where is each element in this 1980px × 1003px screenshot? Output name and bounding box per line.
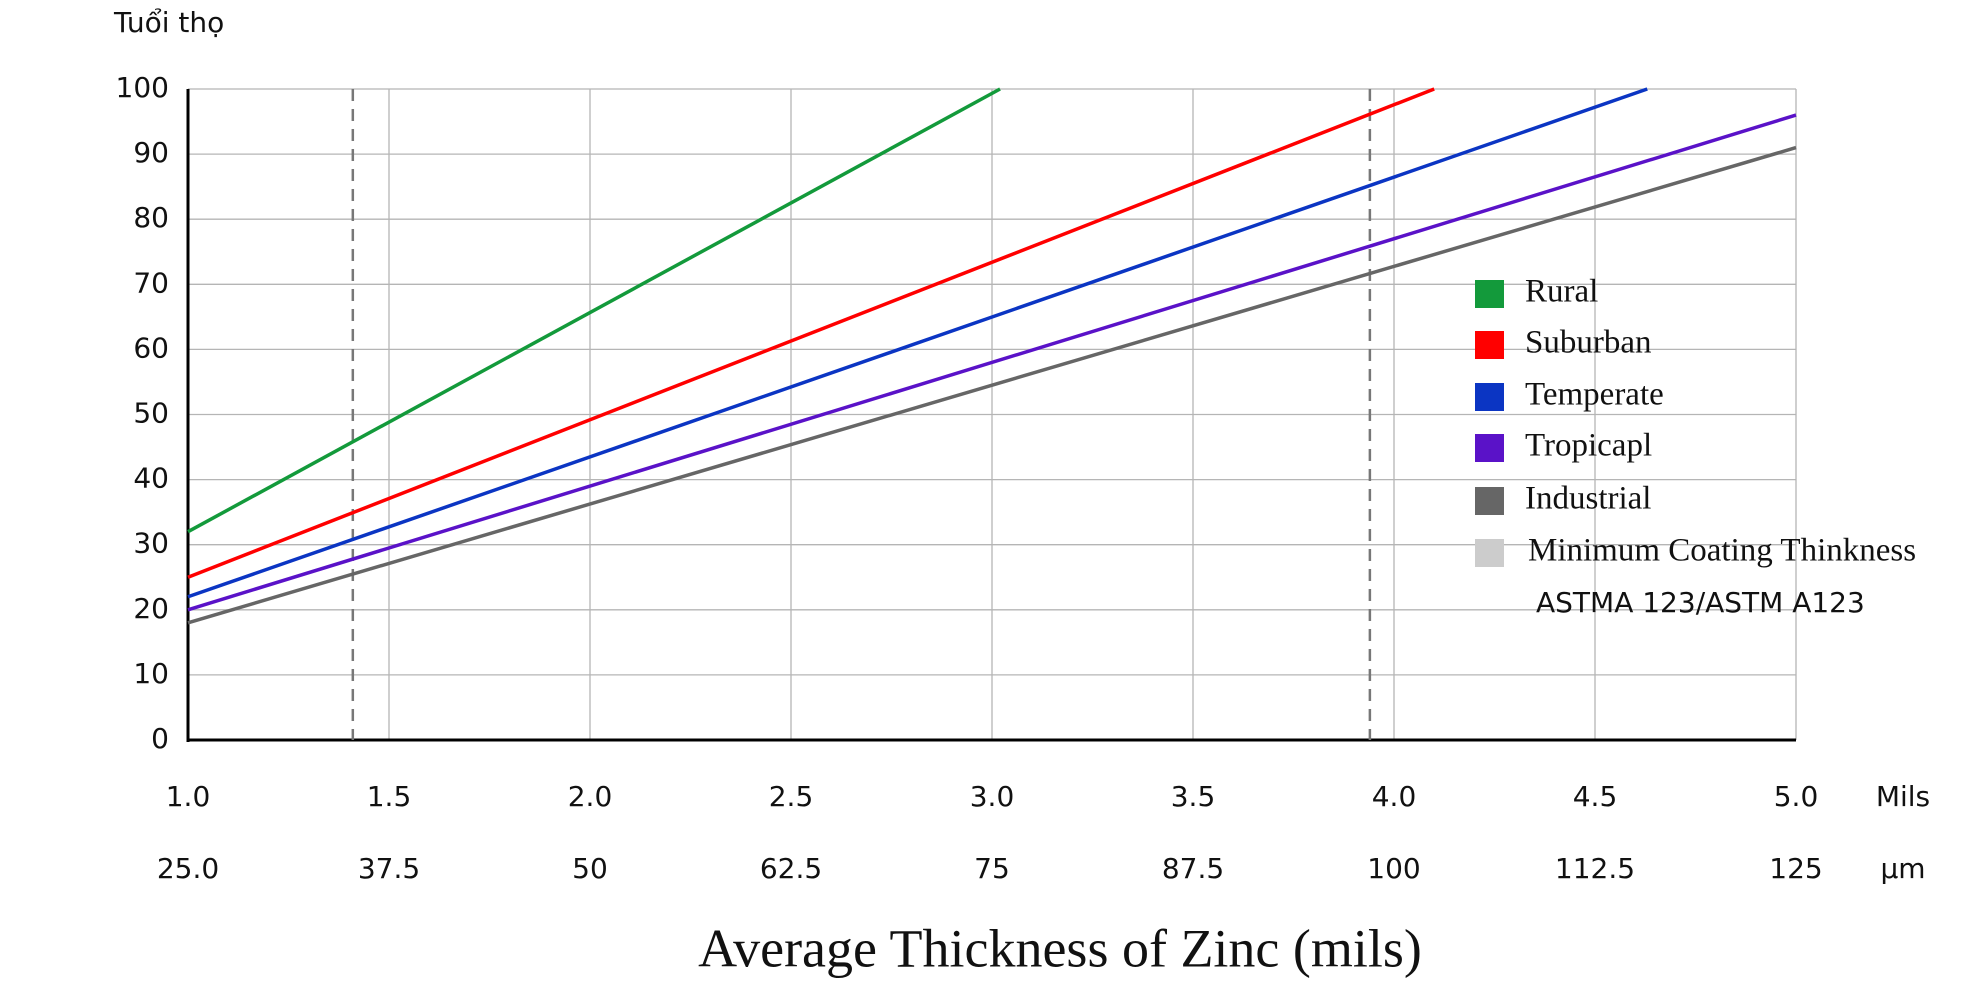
y-tick-label: 20 [133, 592, 169, 625]
x2-tick-label: 75 [974, 852, 1010, 885]
legend-swatch [1475, 280, 1504, 308]
line-series [187, 87, 1648, 599]
x-tick-label: 1.5 [367, 780, 412, 813]
y-tick-label: 10 [133, 657, 169, 690]
x-tick-label: 2.5 [769, 780, 814, 813]
legend-swatch [1475, 434, 1504, 462]
line-series [187, 145, 1797, 625]
x2-tick-label: 62.5 [760, 852, 822, 885]
legend-label: Tropicapl [1525, 428, 1652, 464]
line-series [187, 87, 1001, 534]
x-tick-label: 4.5 [1573, 780, 1618, 813]
y-tick-label: 70 [133, 266, 169, 299]
x-tick-label: 2.0 [568, 780, 613, 813]
legend-label: Industrial [1525, 481, 1651, 517]
y-tick-label: 80 [133, 201, 169, 234]
x2-tick-label: 37.5 [358, 852, 420, 885]
line-series [187, 87, 1435, 579]
legend-note: ASTMA 123/ASTM A123 [1536, 586, 1865, 619]
line-series [187, 113, 1797, 612]
x2-unit: µm [1880, 852, 1925, 885]
x-tick-label: 5.0 [1774, 780, 1819, 813]
y-tick-label: 40 [133, 462, 169, 495]
x2-tick-label: 100 [1367, 852, 1420, 885]
x-unit: Mils [1876, 780, 1930, 813]
legend-label: Minimum Coating Thinkness [1528, 533, 1916, 569]
legend-swatch [1475, 487, 1504, 515]
legend-swatch [1475, 539, 1504, 567]
x2-tick-label: 112.5 [1555, 852, 1635, 885]
x2-tick-label: 125 [1769, 852, 1822, 885]
legend-label: Rural [1525, 274, 1598, 310]
y-tick-label: 100 [116, 71, 169, 104]
x-tick-label: 1.0 [166, 780, 211, 813]
x-tick-label: 3.0 [970, 780, 1015, 813]
x-tick-label: 4.0 [1372, 780, 1417, 813]
y-tick-label: 50 [133, 397, 169, 430]
y-tick-label: 60 [133, 331, 169, 364]
y-tick-label: 30 [133, 527, 169, 560]
y-tick-label: 90 [133, 136, 169, 169]
x-axis-title: Average Thickness of Zinc (mils) [698, 918, 1422, 978]
y-axis-label: Tuổi thọ [113, 6, 224, 39]
x-tick-label: 3.5 [1171, 780, 1216, 813]
legend-swatch [1475, 383, 1504, 411]
x2-tick-label: 87.5 [1162, 852, 1224, 885]
x2-tick-label: 50 [572, 852, 608, 885]
x2-tick-label: 25.0 [157, 852, 219, 885]
legend-swatch [1475, 331, 1504, 359]
legend-label: Temperate [1525, 377, 1664, 413]
y-tick-label: 0 [151, 722, 169, 755]
legend-label: Suburban [1525, 325, 1652, 361]
